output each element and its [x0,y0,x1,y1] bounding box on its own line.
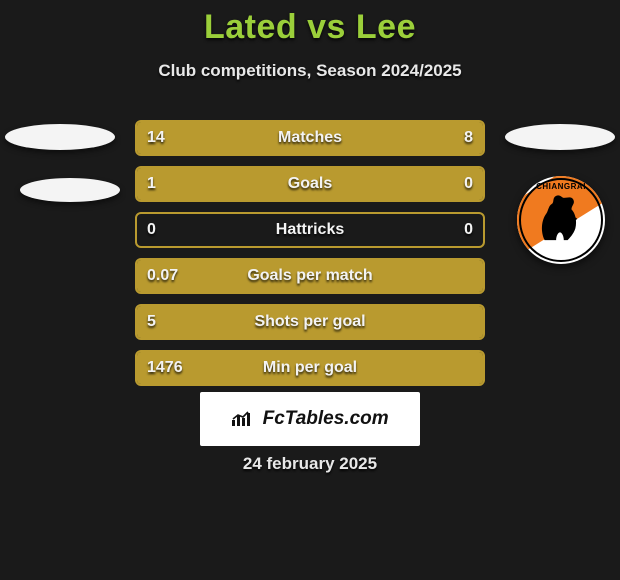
player-right-silhouette-1 [505,124,615,150]
stat-value-right: 0 [464,175,473,193]
stat-value-left: 1476 [147,359,183,377]
stat-label: Matches [278,129,342,147]
bar-fill-left [137,168,400,200]
stat-row: 14 8 Matches [135,120,485,156]
stat-label: Goals [288,175,332,193]
stat-row: 0.07 Goals per match [135,258,485,294]
stat-value-left: 0.07 [147,267,178,285]
stat-value-left: 0 [147,221,156,239]
date-text: 24 february 2025 [0,454,620,474]
stat-value-right: 8 [464,129,473,147]
page-subtitle: Club competitions, Season 2024/2025 [0,61,620,81]
stat-label: Hattricks [276,221,344,239]
stats-infographic: Lated vs Lee Club competitions, Season 2… [0,0,620,580]
stat-value-left: 5 [147,313,156,331]
stat-row: 0 0 Hattricks [135,212,485,248]
stat-value-right: 0 [464,221,473,239]
attribution-badge[interactable]: FcTables.com [200,392,420,446]
stat-row: 5 Shots per goal [135,304,485,340]
club-crest: CHIANGRAI [517,176,605,264]
page-title: Lated vs Lee [0,0,620,47]
player-left-silhouette-1 [5,124,115,150]
chart-icon [231,408,258,429]
stat-bars: 14 8 Matches 1 0 Goals 0 0 Hattricks 0.07 Goals pe… [135,120,485,396]
stat-value-left: 1 [147,175,156,193]
stat-label: Min per goal [263,359,357,377]
stat-value-left: 14 [147,129,165,147]
brand-text: FcTables.com [263,408,389,429]
stat-row: 1476 Min per goal [135,350,485,386]
stat-label: Goals per match [247,267,372,285]
stat-row: 1 0 Goals [135,166,485,202]
stat-label: Shots per goal [254,313,365,331]
crest-animal-icon [535,192,583,244]
player-left-silhouette-2 [20,178,120,202]
crest-text: CHIANGRAI [517,182,605,191]
